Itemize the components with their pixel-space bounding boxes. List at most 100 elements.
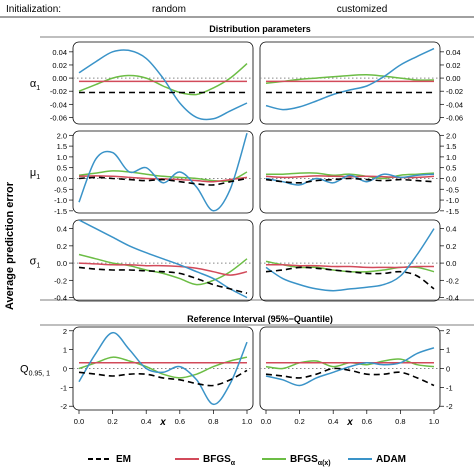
legend-label-3: ADAM	[376, 454, 406, 465]
panel-lines	[265, 228, 435, 292]
y-tick-label: 0.5	[446, 164, 456, 173]
section-title-distribution: Distribution parameters	[209, 24, 311, 34]
x-axis-label: x	[346, 417, 353, 428]
y-tick-label: 1.5	[446, 142, 456, 151]
x-axis-label: x	[159, 417, 166, 428]
x-tick-label: 0.4	[141, 417, 151, 426]
y-tick-label: 1.0	[446, 153, 456, 162]
column-header-random: random	[152, 4, 186, 15]
y-tick-label: 0.0	[446, 259, 456, 268]
y-tick-label: 1	[446, 346, 450, 355]
series-line-bfgs	[78, 262, 248, 276]
y-tick-label: -0.5	[54, 185, 67, 194]
x-tick-label: 0.2	[107, 417, 117, 426]
panel-lines	[265, 172, 435, 186]
y-tick-label: 2	[446, 327, 450, 336]
y-tick-label: -1.0	[54, 196, 67, 205]
y-tick-label: -0.06	[50, 113, 67, 122]
x-tick-label: 0.0	[74, 417, 84, 426]
y-tick-label: -0.02	[50, 87, 67, 96]
y-tick-label: -0.06	[446, 113, 463, 122]
legend-label-2: BFGSα(x)	[290, 454, 331, 467]
y-tick-label: -0.2	[446, 276, 459, 285]
series-line-bfgsx	[78, 253, 248, 286]
series-line-adam	[78, 331, 248, 406]
series-line-adam	[78, 220, 248, 299]
panel-customized-2: 0.4 0.2 0.0 -0.2 -0.4	[259, 219, 459, 303]
y-tick-label: -1	[60, 383, 67, 392]
panel-customized-0: 0.04 0.02 0.00 -0.02 -0.04 -0.06	[259, 41, 463, 125]
series-line-adam	[265, 347, 435, 387]
series-line-em	[78, 266, 248, 294]
y-tick-label: 0.0	[446, 174, 456, 183]
y-tick-label: -1.5	[54, 207, 67, 216]
panel-frame	[259, 219, 441, 302]
y-tick-label: -0.02	[446, 87, 463, 96]
column-header-customized: customized	[336, 4, 388, 15]
y-tick-label: 0.2	[57, 242, 67, 251]
y-tick-label: 1.5	[57, 142, 67, 151]
y-tick-label: 0.4	[57, 225, 67, 234]
row-label-1: μ1	[30, 167, 40, 181]
row-label-subscript: 0.95, 1	[29, 371, 51, 378]
row-label-subscript: 1	[36, 263, 40, 270]
y-tick-label: 0.02	[446, 61, 461, 70]
row-label-subscript: 1	[36, 174, 40, 181]
y-tick-label: -0.2	[54, 276, 67, 285]
panel-lines	[78, 220, 248, 299]
row-label-3: Q0.95, 1	[20, 364, 50, 378]
panel-customized-3: 2 1 0 -1 -2 0.0 0.2 0.4 0.6 0.8 1.0 x	[259, 326, 453, 428]
series-line-adam	[78, 49, 248, 121]
panel-customized-1: 2.0 1.5 1.0 0.50.0 -0.5 -1.0 -1.5	[259, 130, 459, 216]
panel-frame	[259, 130, 441, 214]
y-tick-label: -0.4	[446, 294, 459, 303]
series-line-em	[265, 177, 435, 184]
y-tick-label: 2.0	[446, 131, 456, 140]
x-tick-label: 0.6	[362, 417, 372, 426]
panel-lines	[78, 49, 248, 121]
panel-random-2: 0.4 0.2 0.0 -0.2 -0.4	[54, 219, 254, 303]
series-line-em	[78, 369, 248, 387]
series-line-adam	[265, 173, 435, 186]
initialization-label: Initialization:	[6, 4, 62, 15]
y-tick-label: 0	[63, 365, 67, 374]
series-line-adam	[265, 228, 435, 292]
legend-label-0: EM	[116, 454, 131, 465]
y-tick-label: -2	[60, 402, 67, 411]
y-tick-label: 0.0	[57, 259, 67, 268]
y-tick-label: 0.5	[57, 164, 67, 173]
y-tick-label: 0.00	[52, 74, 67, 83]
y-tick-label: 2.0	[57, 131, 67, 140]
section-title-reference: Reference Interval (95%−Quantile)	[187, 314, 333, 324]
legend-label-1: BFGSα	[203, 454, 236, 467]
x-tick-label: 0.4	[328, 417, 338, 426]
y-tick-label: 0.0	[57, 174, 67, 183]
y-tick-label: -0.04	[446, 100, 463, 109]
legend-label-subscript: α	[231, 460, 236, 467]
x-tick-label: 0.0	[261, 417, 271, 426]
series-line-em	[78, 176, 248, 186]
x-tick-label: 1.0	[242, 417, 252, 426]
row-label-2: σ1	[30, 256, 41, 270]
y-tick-label: 0.2	[446, 242, 456, 251]
panel-random-3: 2 1 0 -1 -2 0.0 0.2 0.4 0.6 0.8 1.0 x	[60, 326, 254, 428]
panel-random-1: 2.0 1.5 1.0 0.50.0 -0.5 -1.0 -1.5	[54, 130, 254, 216]
panel-lines	[78, 132, 248, 212]
y-tick-label: 0.00	[446, 74, 461, 83]
y-tick-label: -1	[446, 383, 453, 392]
y-tick-label: 0.4	[446, 225, 456, 234]
panel-frame	[72, 41, 254, 125]
series-line-bfgsx	[265, 172, 435, 180]
row-label-0: α1	[30, 78, 40, 92]
legend-label-subscript: α(x)	[318, 460, 331, 467]
series-line-bfgsx	[265, 74, 435, 85]
panel-frame	[72, 219, 254, 302]
x-tick-label: 0.2	[294, 417, 304, 426]
x-tick-label: 0.8	[395, 417, 405, 426]
series-line-em	[265, 367, 435, 387]
y-tick-label: 1	[63, 346, 67, 355]
row-label-subscript: 1	[36, 85, 40, 92]
series-line-adam	[78, 132, 248, 212]
y-tick-label: -1.0	[446, 196, 459, 205]
